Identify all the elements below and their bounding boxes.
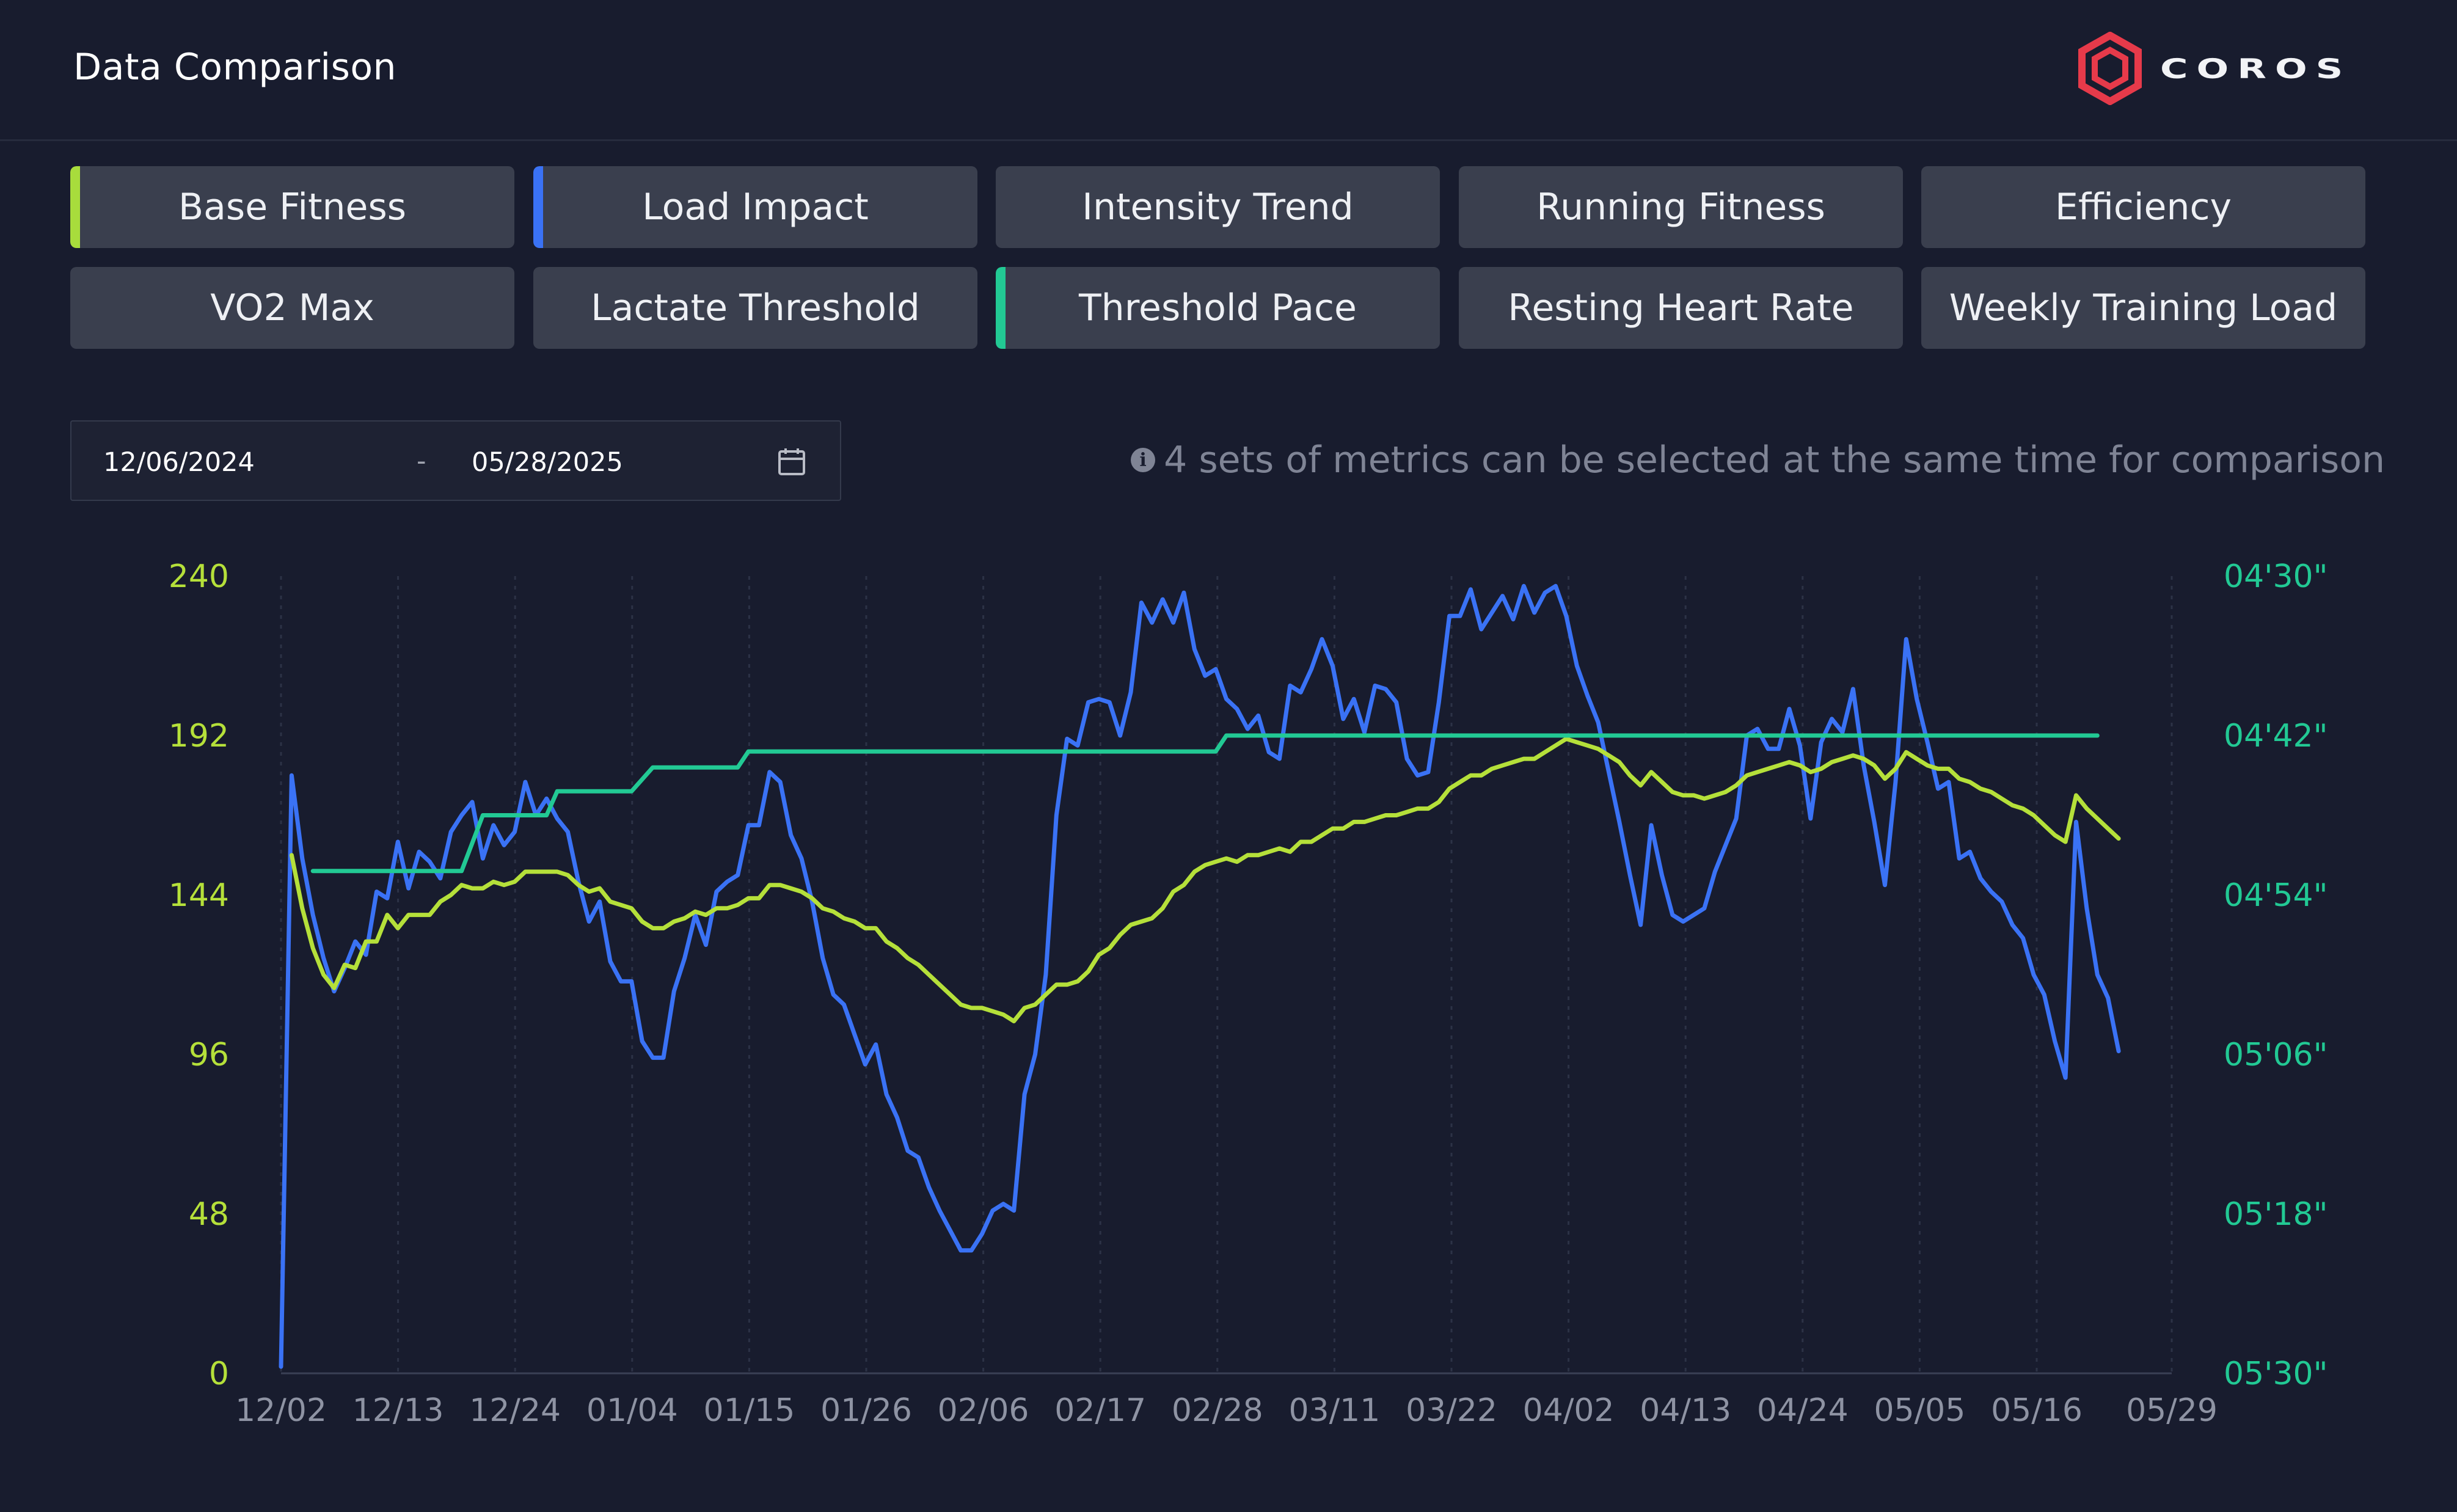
x-tick-label: 12/13 [352, 1392, 444, 1429]
page-title: Data Comparison [73, 46, 397, 89]
x-tick-label: 05/05 [1874, 1392, 1965, 1429]
metric-button-lactate-threshold[interactable]: Lactate Threshold [533, 267, 977, 349]
x-tick-label: 01/15 [703, 1392, 795, 1429]
coros-hex-icon [2078, 32, 2142, 105]
metric-button-running-fitness[interactable]: Running Fitness [1459, 166, 1903, 248]
metric-button-label: Efficiency [2054, 186, 2232, 228]
metric-button-label: Running Fitness [1536, 186, 1825, 228]
metric-button-label: VO2 Max [210, 287, 374, 329]
x-tick-label: 02/17 [1054, 1392, 1146, 1429]
logo-wordmark: COROS [2160, 52, 2352, 85]
x-tick-label: 05/16 [1991, 1392, 2083, 1429]
selected-accent-bar [533, 166, 543, 248]
metric-button-label: Weekly Training Load [1949, 287, 2338, 329]
x-tick-label: 04/24 [1757, 1392, 1849, 1429]
x-tick-label: 03/11 [1288, 1392, 1380, 1429]
y-left-tick-label: 96 [189, 1037, 229, 1073]
x-tick-label: 01/26 [820, 1392, 912, 1429]
end-date[interactable]: 05/28/2025 [472, 447, 623, 478]
y-left-tick-label: 240 [169, 558, 229, 595]
selected-accent-bar [996, 267, 1006, 349]
start-date[interactable]: 12/06/2024 [103, 447, 255, 478]
y-left-tick-label: 0 [209, 1356, 229, 1392]
coros-logo: COROS [2077, 32, 2395, 105]
metric-button-label: Load Impact [642, 186, 869, 228]
x-tick-label: 04/13 [1640, 1392, 1731, 1429]
selected-accent-bar [70, 166, 80, 248]
metric-button-load-impact[interactable]: Load Impact [533, 166, 977, 248]
y-right-tick-label: 05'18" [2224, 1196, 2328, 1233]
y-right-tick-label: 05'06" [2224, 1037, 2328, 1073]
metric-button-label: Threshold Pace [1079, 287, 1357, 329]
x-tick-label: 03/22 [1406, 1392, 1497, 1429]
metric-button-label: Lactate Threshold [591, 287, 920, 329]
load-impact-line [279, 583, 2121, 1369]
y-right-tick-label: 04'30" [2224, 558, 2328, 595]
x-tick-label: 12/02 [235, 1392, 327, 1429]
metric-button-intensity-trend[interactable]: Intensity Trend [996, 166, 1440, 248]
metric-button-threshold-pace[interactable]: Threshold Pace [996, 267, 1440, 349]
x-tick-label: 12/24 [469, 1392, 561, 1429]
threshold-pace-line [310, 733, 2100, 874]
y-left-tick-label: 192 [169, 718, 229, 754]
header-bar: Data Comparison COROS [0, 0, 2457, 141]
x-tick-label: 04/02 [1523, 1392, 1615, 1429]
y-right-tick-label: 04'42" [2224, 718, 2328, 754]
base-fitness-line [289, 736, 2121, 1024]
calendar-icon[interactable] [777, 447, 806, 477]
metric-button-label: Base Fitness [178, 186, 406, 228]
x-tick-label: 02/28 [1172, 1392, 1263, 1429]
comparison-hint: i 4 sets of metrics can be selected at t… [1131, 439, 2385, 481]
x-tick-label: 01/04 [586, 1392, 678, 1429]
metric-button-efficiency[interactable]: Efficiency [1921, 166, 2365, 248]
metric-button-resting-heart-rate[interactable]: Resting Heart Rate [1459, 267, 1903, 349]
x-tick-label: 02/06 [938, 1392, 1029, 1429]
x-tick-label: 05/29 [2126, 1392, 2218, 1429]
metric-button-vo2-max[interactable]: VO2 Max [70, 267, 514, 349]
metric-button-weekly-training-load[interactable]: Weekly Training Load [1921, 267, 2365, 349]
date-range-picker[interactable]: 12/06/2024 - 05/28/2025 [70, 420, 841, 501]
y-left-tick-label: 48 [189, 1196, 229, 1233]
metric-button-label: Resting Heart Rate [1508, 287, 1854, 329]
date-separator: - [417, 446, 426, 477]
y-right-tick-label: 04'54" [2224, 877, 2328, 914]
metric-button-base-fitness[interactable]: Base Fitness [70, 166, 514, 248]
y-right-tick-label: 05'30" [2224, 1356, 2328, 1392]
metric-button-label: Intensity Trend [1082, 186, 1354, 228]
y-left-tick-label: 144 [169, 877, 229, 914]
info-icon: i [1131, 448, 1156, 472]
hint-text: 4 sets of metrics can be selected at the… [1164, 439, 2385, 481]
